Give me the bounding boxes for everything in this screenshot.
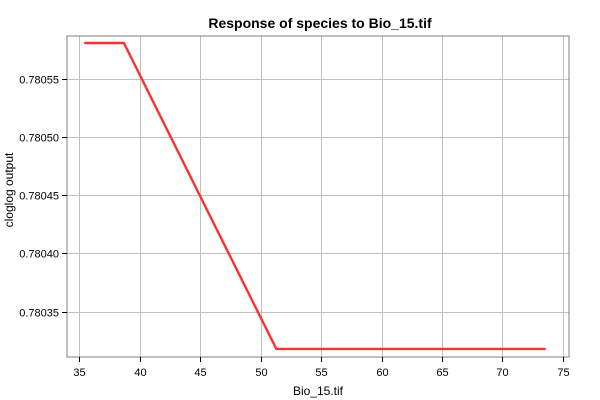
y-tick-label: 0.78045 — [19, 191, 59, 203]
x-tick-label: 40 — [134, 367, 146, 379]
grid — [67, 36, 569, 357]
x-tick-label: 50 — [255, 367, 267, 379]
axes: 35 40 45 50 55 60 65 70 75 0.78035 0.78040 0.78045 0… — [19, 75, 569, 380]
plot-frame — [66, 35, 570, 358]
x-tick-label: 55 — [315, 367, 327, 379]
series-layer — [83, 41, 546, 351]
y-axis-label: cloglog output — [2, 152, 16, 227]
x-tick-label: 35 — [73, 367, 85, 379]
x-axis-label: Bio_15.tif — [293, 384, 344, 398]
x-tick-label: 45 — [194, 367, 206, 379]
x-tick-label: 60 — [376, 367, 388, 379]
x-tick-label: 75 — [557, 367, 569, 379]
response-curve — [83, 41, 546, 351]
chart-title: Response of species to Bio_15.tif — [208, 15, 432, 31]
y-tick-label: 0.78050 — [19, 133, 59, 145]
y-tick-label: 0.78055 — [19, 75, 59, 87]
y-tick-label: 0.78040 — [19, 249, 59, 261]
x-tick-label: 70 — [496, 367, 508, 379]
x-tick-label: 65 — [436, 367, 448, 379]
y-tick-label: 0.78035 — [19, 308, 59, 320]
